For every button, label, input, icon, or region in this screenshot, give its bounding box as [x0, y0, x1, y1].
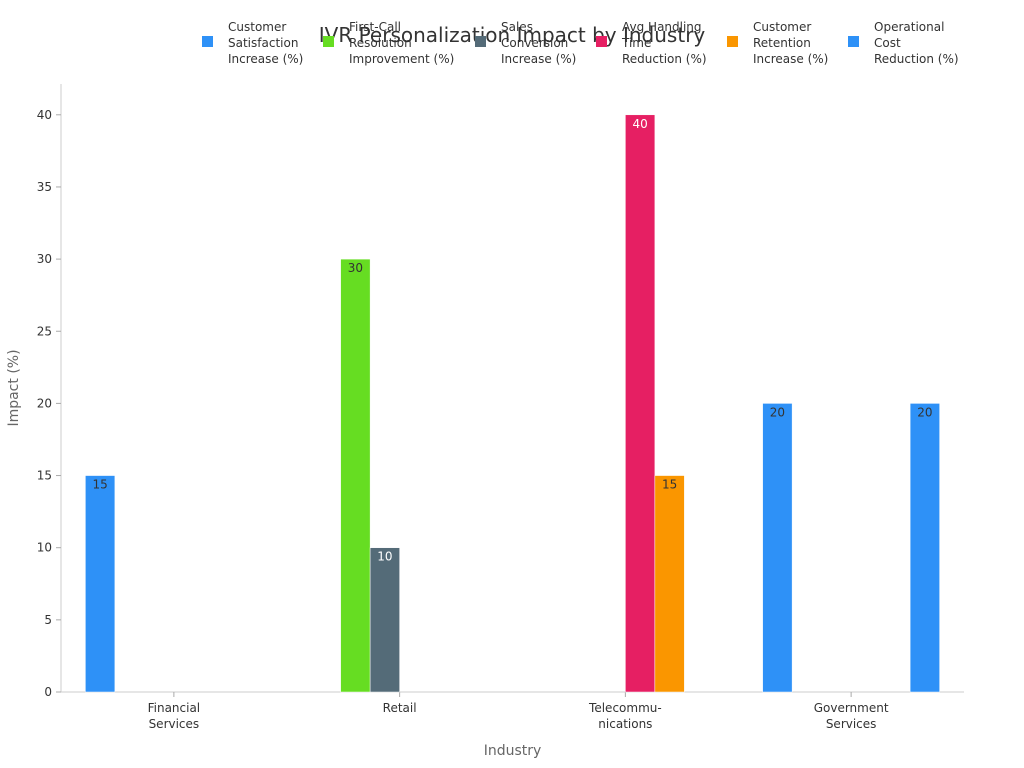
legend-label: First-Call [349, 20, 401, 34]
chart-title: IVR Personalization Impact by Industry [319, 23, 706, 47]
legend-swatch [848, 36, 859, 47]
legend-label: Cost [874, 36, 901, 50]
y-axis-title: Impact (%) [6, 349, 22, 426]
x-tick-label: Telecommu- [588, 701, 662, 715]
x-axis-title: Industry [484, 743, 542, 759]
x-tick-label: Retail [383, 701, 417, 715]
bar [762, 403, 793, 693]
legend-label: Improvement (%) [349, 52, 454, 66]
legend-swatch [475, 36, 486, 47]
bar [85, 475, 116, 693]
bar-data-label: 10 [377, 550, 392, 564]
y-tick-label: 20 [37, 396, 52, 410]
legend-label: Increase (%) [228, 52, 303, 66]
legend-label: Time [621, 36, 651, 50]
bar-data-label: 20 [917, 405, 932, 419]
y-tick-label: 10 [37, 541, 52, 555]
y-tick-label: 30 [37, 252, 52, 266]
y-tick-label: 40 [37, 108, 52, 122]
legend-label: Customer [228, 20, 286, 34]
legend-label: Retention [753, 36, 811, 50]
legend-label: Conversion [501, 36, 568, 50]
legend-label: Reduction (%) [622, 52, 707, 66]
x-tick-label: Financial [148, 701, 201, 715]
y-tick-label: 25 [37, 324, 52, 338]
bar [625, 114, 656, 693]
x-tick-label: Services [149, 717, 200, 731]
bar [654, 475, 685, 693]
bar [340, 258, 371, 693]
bar-data-label: 40 [632, 117, 647, 131]
bar-data-label: 15 [92, 478, 107, 492]
legend-label: Customer [753, 20, 811, 34]
y-tick-label: 35 [37, 180, 52, 194]
legend-label: Increase (%) [753, 52, 828, 66]
legend-label: Resolution [349, 36, 412, 50]
bar [909, 403, 940, 693]
bar [369, 547, 400, 693]
y-tick-label: 15 [37, 469, 52, 483]
y-tick-label: 5 [44, 613, 52, 627]
legend-label: Sales [501, 20, 533, 34]
y-tick-label: 0 [44, 685, 52, 699]
bar-data-label: 20 [770, 405, 785, 419]
x-tick-label: Government [814, 701, 889, 715]
legend-swatch [202, 36, 213, 47]
legend-label: Avg Handling [622, 20, 702, 34]
legend-label: Reduction (%) [874, 52, 959, 66]
bar-data-label: 30 [348, 261, 363, 275]
legend-swatch [727, 36, 738, 47]
bar-data-label: 15 [662, 478, 677, 492]
x-tick-label: nications [598, 717, 652, 731]
legend-label: Satisfaction [228, 36, 298, 50]
legend-swatch [323, 36, 334, 47]
legend-label: Increase (%) [501, 52, 576, 66]
legend-swatch [596, 36, 607, 47]
legend-label: Operational [874, 20, 944, 34]
x-tick-label: Services [826, 717, 877, 731]
